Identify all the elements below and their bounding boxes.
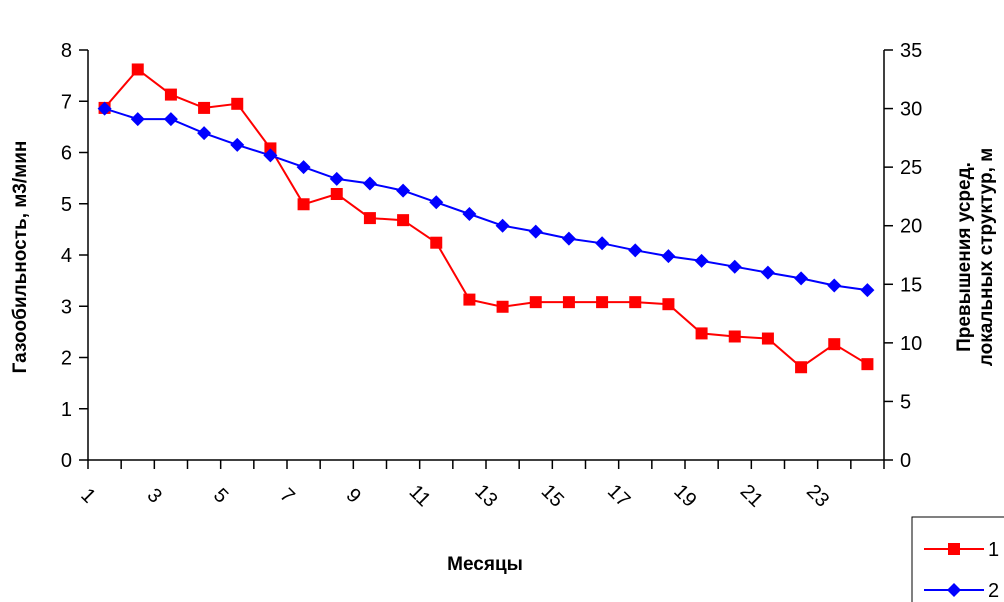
series-2-point bbox=[760, 265, 775, 280]
series-2-point bbox=[661, 249, 676, 264]
series-2-point bbox=[163, 112, 178, 127]
series-2-point bbox=[362, 176, 377, 191]
series-1-point bbox=[397, 214, 410, 227]
series-1-point bbox=[264, 142, 277, 155]
series-1-point bbox=[463, 293, 476, 306]
series-2-point bbox=[197, 126, 212, 141]
series-2-point bbox=[263, 148, 278, 163]
series-2-point bbox=[396, 183, 411, 198]
y-left-tick-label: 6 bbox=[61, 143, 72, 165]
y-axis-right-title-line-1: Превышения усред. bbox=[954, 162, 975, 352]
x-tick-label: 17 bbox=[603, 480, 634, 511]
series-2-point bbox=[230, 137, 245, 152]
series-2-point bbox=[595, 236, 610, 251]
y-right-tick-label: 30 bbox=[900, 99, 922, 121]
legend-marker-series-1 bbox=[948, 543, 960, 555]
y-axis-right-title-line-2: локальных структур, м bbox=[976, 148, 997, 366]
series-1-point bbox=[861, 358, 874, 371]
x-tick-label: 3 bbox=[143, 484, 166, 507]
series-2-point bbox=[429, 195, 444, 210]
series-1-point bbox=[728, 330, 741, 343]
series-1-point bbox=[164, 88, 177, 101]
series-2-point bbox=[329, 171, 344, 186]
x-tick-label: 9 bbox=[342, 484, 365, 507]
series-1-point bbox=[131, 63, 144, 76]
x-tick-label: 23 bbox=[802, 480, 833, 511]
series-2-point bbox=[827, 278, 842, 293]
series-2-point bbox=[794, 271, 809, 286]
series-1-point bbox=[662, 298, 675, 311]
series-1-point bbox=[330, 188, 343, 201]
series-2-point bbox=[860, 283, 875, 298]
y-right-tick-label: 5 bbox=[900, 391, 911, 413]
series-2-line bbox=[104, 107, 868, 292]
series-1-line bbox=[103, 68, 868, 369]
y-left-tick-label: 2 bbox=[61, 348, 72, 370]
y-left-tick-label: 7 bbox=[61, 91, 72, 113]
series-1-point bbox=[363, 212, 376, 225]
y-left-tick-label: 0 bbox=[61, 450, 72, 472]
series-2-point bbox=[495, 218, 510, 233]
x-tick-label: 13 bbox=[470, 480, 501, 511]
x-tick-label: 5 bbox=[209, 484, 232, 507]
x-tick-label: 7 bbox=[275, 484, 298, 507]
series-1-point bbox=[430, 236, 443, 249]
series-1-point bbox=[795, 361, 808, 374]
x-axis-title: Месяцы bbox=[447, 554, 523, 575]
legend-label-series-1: 1 bbox=[988, 539, 999, 561]
x-tick-label: 1 bbox=[76, 484, 99, 507]
x-tick-label: 19 bbox=[669, 480, 700, 511]
labels-layer: Месяцы Газообильность, м3/мин Превышения… bbox=[10, 141, 997, 575]
y-left-tick-label: 8 bbox=[61, 40, 72, 62]
series-1-point bbox=[629, 296, 642, 309]
series-1-point bbox=[596, 296, 609, 309]
series-2-point bbox=[528, 224, 543, 239]
series-2-point bbox=[296, 160, 311, 175]
legend-label-series-2: 2 bbox=[988, 580, 999, 602]
series-1-point bbox=[562, 296, 575, 309]
x-tick-label: 21 bbox=[736, 480, 767, 511]
y-right-tick-label: 15 bbox=[900, 274, 922, 296]
y-left-tick-label: 3 bbox=[61, 296, 72, 318]
series-layer bbox=[97, 63, 875, 374]
y-axis-left-title: Газообильность, м3/мин bbox=[10, 141, 31, 374]
y-right-tick-label: 25 bbox=[900, 157, 922, 179]
y-right-tick-label: 0 bbox=[900, 450, 911, 472]
series-1-point bbox=[198, 101, 211, 114]
series-2-point bbox=[628, 243, 643, 258]
series-2-point bbox=[130, 112, 145, 127]
y-left-tick-label: 1 bbox=[61, 399, 72, 421]
x-tick-label: 11 bbox=[405, 481, 435, 511]
series-2-point bbox=[561, 231, 576, 246]
y-right-tick-label: 10 bbox=[900, 333, 922, 355]
series-1-point bbox=[297, 198, 310, 211]
legend-marker-series-2 bbox=[947, 583, 961, 597]
series-1-point bbox=[231, 97, 244, 110]
series-1-point bbox=[695, 327, 708, 340]
x-tick-label: 15 bbox=[537, 480, 568, 511]
y-right-tick-label: 20 bbox=[900, 216, 922, 238]
series-1-point bbox=[529, 296, 542, 309]
y-right-tick-label: 35 bbox=[900, 40, 922, 62]
series-2-point bbox=[462, 207, 477, 221]
series-1-point bbox=[496, 300, 509, 313]
series-1-point bbox=[828, 338, 841, 351]
legend: 1 2 bbox=[911, 516, 1004, 602]
series-1-point bbox=[761, 332, 774, 345]
series-2-point bbox=[694, 253, 709, 268]
y-left-tick-label: 4 bbox=[61, 245, 72, 267]
series-2-point bbox=[97, 101, 112, 116]
series-2-point bbox=[727, 259, 742, 274]
y-left-tick-label: 5 bbox=[61, 194, 72, 216]
